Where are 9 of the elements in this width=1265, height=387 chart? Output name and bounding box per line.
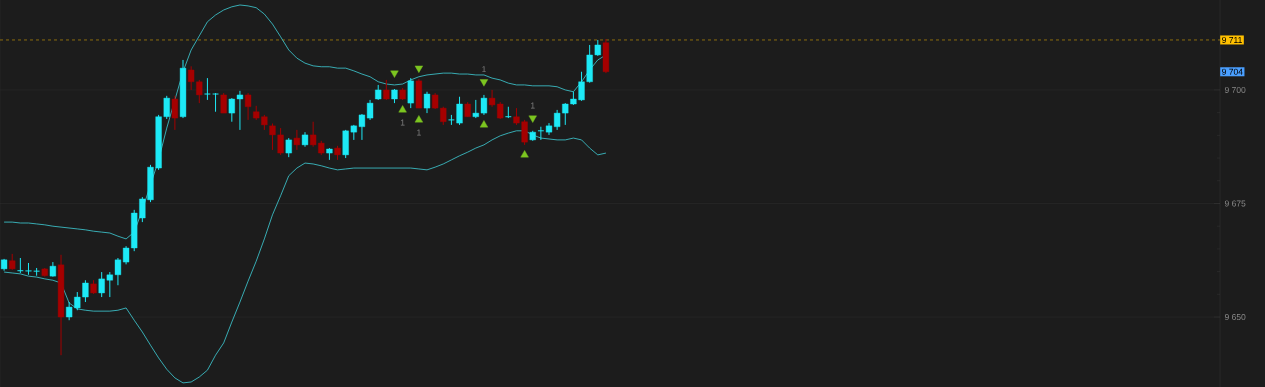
y-tick-label: 9 675 [1224,200,1246,207]
y-tick-label: 9 650 [1224,314,1246,321]
y-tick-label: 9 700 [1224,86,1246,93]
annotation: 1 [482,66,486,73]
annotation: 1 [400,119,405,126]
annotation: 1 [417,129,421,136]
annotation: 9 704 [1222,68,1243,75]
annotation: 1 [531,102,535,109]
ref-line-label: 9 711 [1222,36,1242,43]
